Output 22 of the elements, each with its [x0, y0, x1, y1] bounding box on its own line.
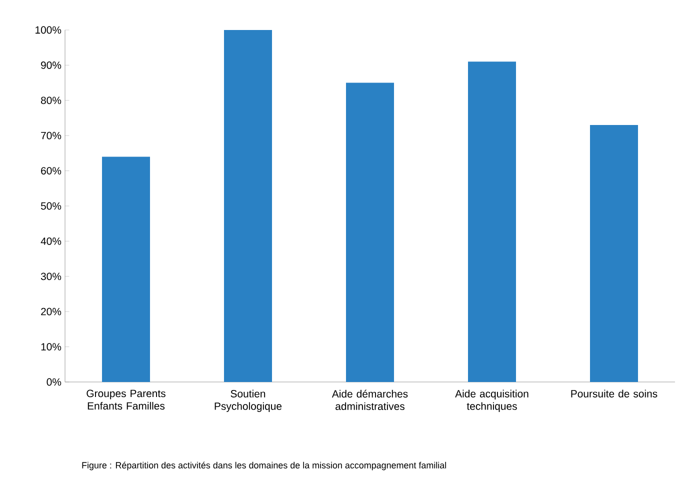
bar — [102, 156, 150, 382]
x-tick-label: Groupes Parents Enfants Familles — [86, 390, 166, 410]
y-tick-label: 40% — [40, 237, 62, 245]
y-tick-label: 70% — [41, 132, 62, 140]
y-tick-label: 100% — [36, 26, 62, 34]
y-tick-label: 60% — [41, 167, 62, 174]
y-tick-label: 0% — [46, 378, 62, 386]
x-tick-label: Poursuite de soins — [571, 390, 658, 398]
y-tick-label: 20% — [41, 308, 62, 316]
y-tick-label: 80% — [41, 96, 62, 104]
bar — [224, 30, 272, 382]
text: Figure : Répartition des activités dans les domaines de la mission accompagnement familial — [82, 462, 446, 470]
bar — [468, 62, 516, 382]
bar — [346, 82, 394, 382]
x-tick-label: Aide acquisition techniques — [455, 390, 528, 412]
x-tick-label: Soutien Psychologique — [214, 390, 282, 412]
x-tick-label: Aide démarches administratives — [332, 390, 408, 410]
y-tick-label: 30% — [40, 272, 62, 280]
bar — [590, 125, 638, 382]
y-tick-label: 50% — [40, 202, 62, 210]
y-tick-label: 90% — [41, 61, 62, 69]
y-tick-label: 10% — [41, 343, 62, 350]
